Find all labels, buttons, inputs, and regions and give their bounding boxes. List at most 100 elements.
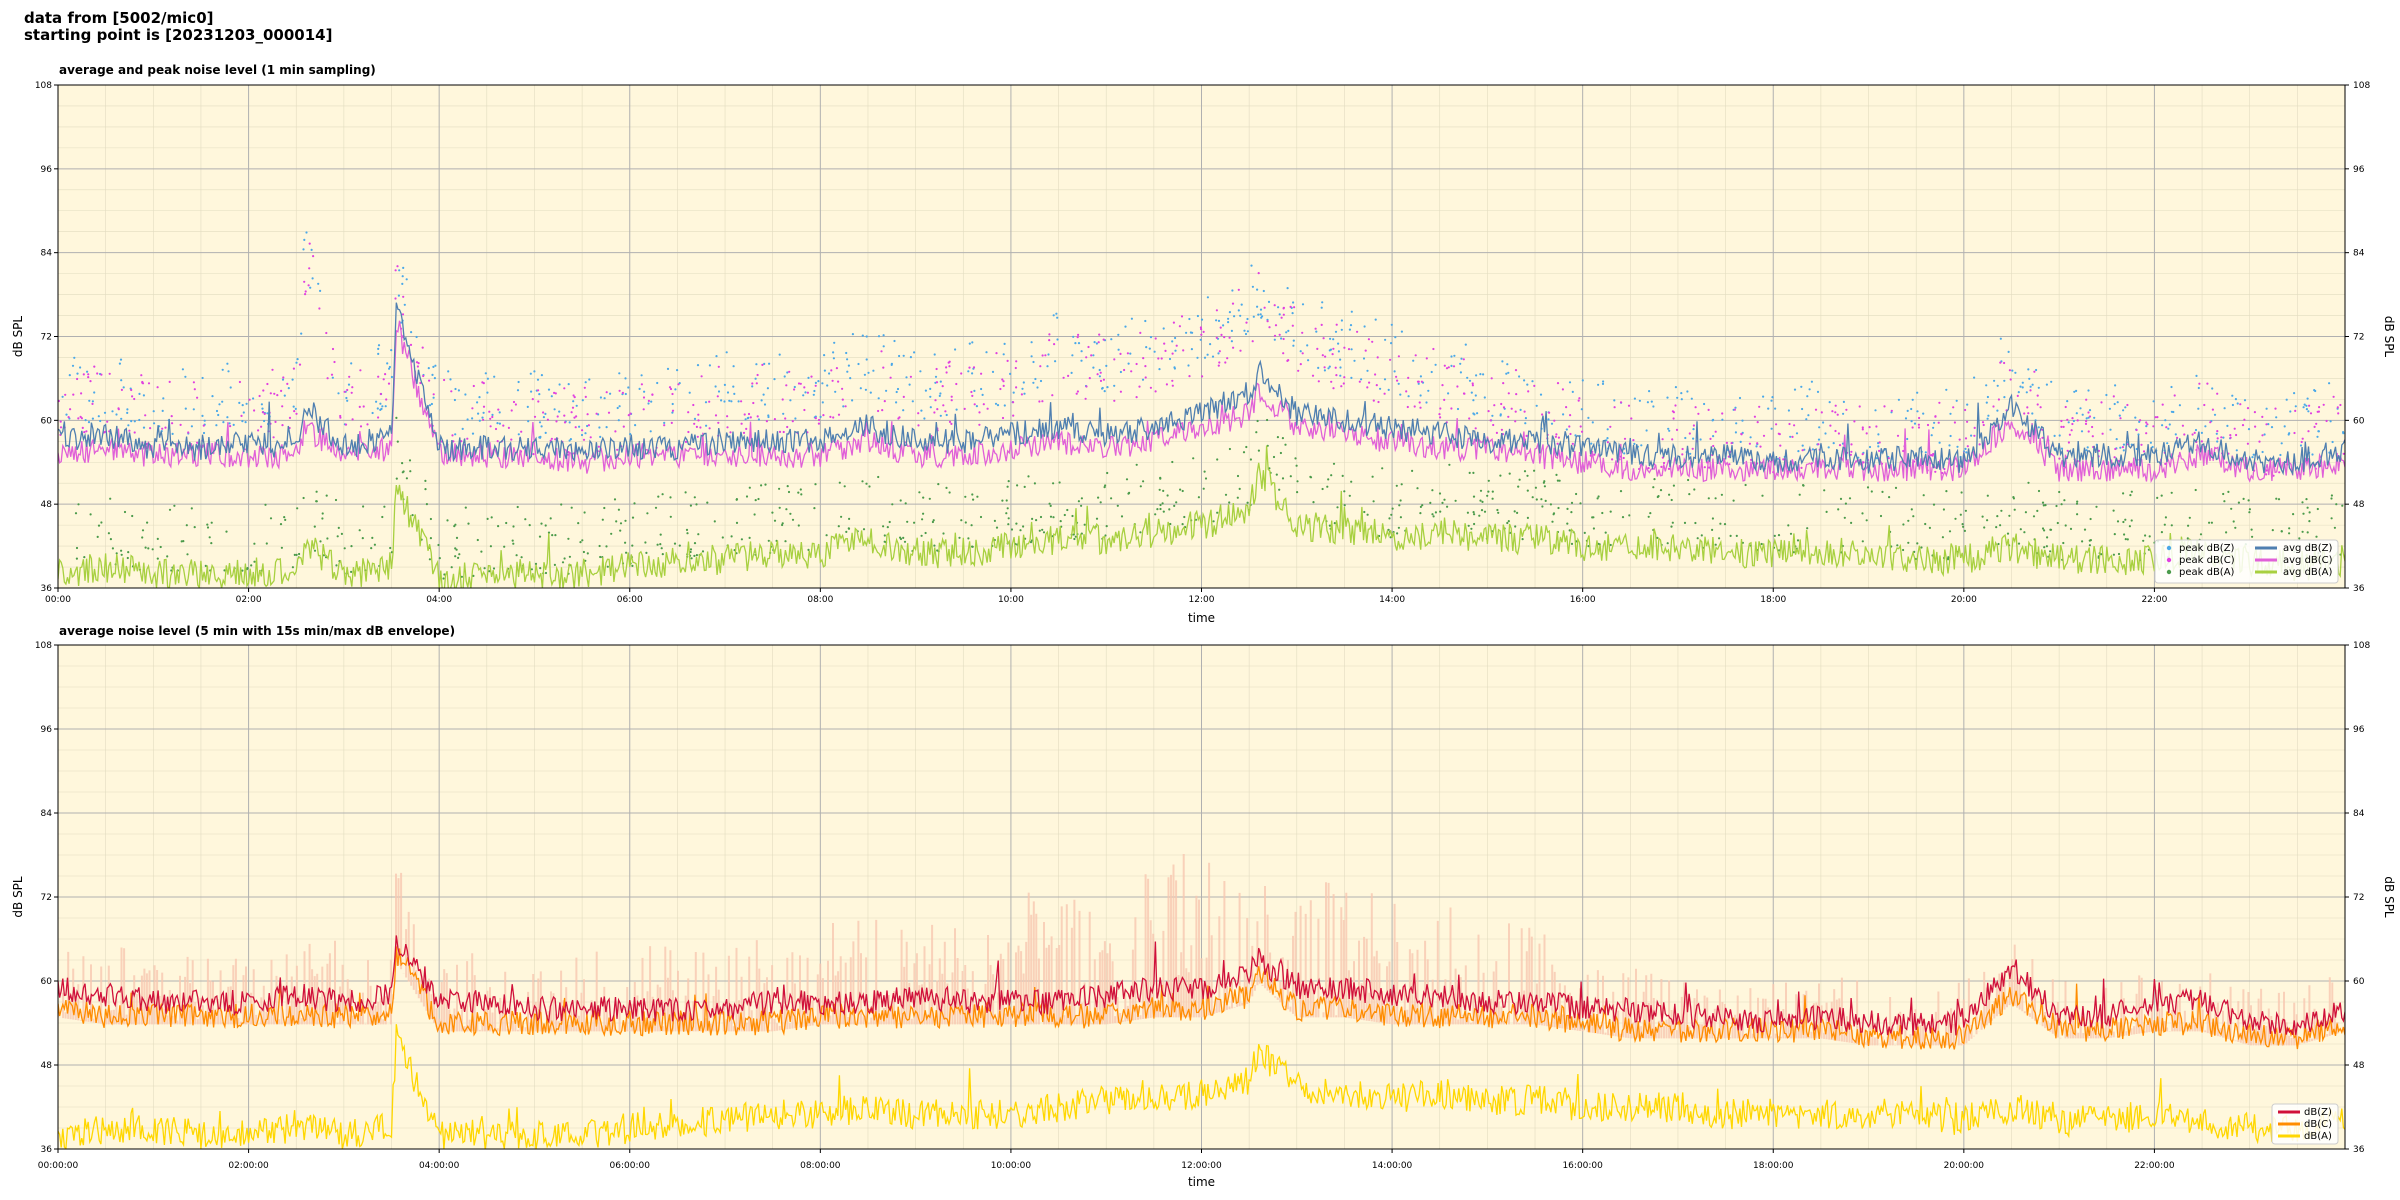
peak-point [1301, 303, 1305, 306]
peak-point [1256, 419, 1259, 423]
peak-point [442, 577, 445, 580]
peak-point [650, 400, 653, 403]
peak-point [2095, 505, 2098, 508]
peak-point [819, 415, 822, 418]
peak-point [2071, 417, 2074, 420]
peak-point [1042, 531, 1046, 534]
peak-point [1986, 417, 1989, 420]
peak-point [296, 507, 299, 510]
peak-point [437, 543, 440, 547]
peak-point [2243, 399, 2247, 402]
y-tick-label-right: 72 [2353, 333, 2364, 343]
peak-point [785, 384, 788, 387]
peak-point [2122, 449, 2125, 452]
peak-point [302, 248, 305, 251]
peak-point [1400, 330, 1403, 333]
peak-point [538, 535, 542, 538]
peak-point [1172, 321, 1175, 324]
peak-point [767, 414, 770, 417]
peak-point [2313, 425, 2316, 428]
peak-point [2126, 538, 2129, 541]
peak-point [1077, 333, 1080, 336]
peak-point [1295, 464, 1298, 467]
peak-point [1218, 350, 1221, 353]
peak-point [1472, 495, 1476, 498]
plot-frame [57, 84, 2346, 589]
peak-point [643, 390, 646, 393]
x-tick-label: 16:00:00 [1562, 1161, 1603, 1171]
peak-point [715, 355, 718, 358]
peak-point [1633, 442, 1636, 445]
peak-point [2307, 410, 2310, 413]
peak-point [244, 421, 247, 424]
peak-point [377, 416, 380, 419]
peak-point [1159, 503, 1162, 507]
peak-point [1883, 405, 1886, 408]
peak-point [687, 430, 690, 434]
peak-point [1562, 413, 1565, 416]
peak-point [603, 506, 606, 510]
peak-point [1190, 348, 1193, 351]
peak-point [1542, 481, 1545, 484]
peak-point [1894, 486, 1898, 489]
peak-point [1022, 525, 1025, 528]
peak-point [120, 388, 123, 391]
peak-point [1301, 352, 1304, 355]
peak-point [670, 421, 673, 424]
peak-point [1092, 366, 1095, 369]
peak-point [1261, 315, 1264, 318]
peak-point [929, 387, 932, 390]
peak-point [265, 542, 268, 545]
peak-point [1740, 432, 1743, 436]
peak-point [272, 436, 275, 439]
peak-point [756, 415, 759, 418]
peak-point [187, 431, 190, 434]
peak-point [1714, 497, 1717, 500]
peak-point [1982, 423, 1985, 427]
peak-point [697, 419, 700, 422]
peak-point [2023, 531, 2026, 534]
peak-point [807, 548, 810, 552]
peak-point [1570, 501, 1574, 504]
peak-point [954, 348, 957, 351]
peak-point [939, 392, 942, 395]
peak-point [1212, 520, 1215, 523]
peak-point [761, 363, 764, 366]
peak-point [85, 430, 88, 433]
peak-point [800, 493, 803, 496]
peak-point [377, 375, 380, 378]
peak-point [803, 386, 806, 389]
peak-point [2000, 509, 2003, 512]
peak-point [1531, 496, 1534, 499]
peak-point [888, 520, 891, 524]
peak-point [1770, 399, 1773, 402]
peak-point [1427, 389, 1430, 392]
peak-point [1395, 484, 1398, 487]
peak-point [1506, 521, 1509, 525]
peak-point [1793, 388, 1797, 391]
peak-point [865, 335, 868, 338]
peak-point [773, 519, 777, 522]
peak-point [2265, 407, 2268, 410]
peak-point [554, 534, 557, 537]
peak-point [2067, 441, 2070, 444]
peak-point [913, 521, 916, 524]
peak-point [295, 553, 298, 557]
peak-point [996, 404, 1000, 407]
y-tick-label-right: 48 [2353, 500, 2365, 510]
peak-point [606, 565, 609, 568]
peak-point [2209, 421, 2212, 424]
peak-point [1749, 436, 1752, 439]
peak-point [489, 417, 492, 420]
peak-point [2043, 546, 2046, 549]
peak-point [804, 391, 807, 394]
peak-point [895, 390, 898, 394]
peak-point [1291, 324, 1294, 327]
peak-point [1831, 410, 1834, 413]
peak-point [130, 420, 133, 423]
peak-point [1659, 489, 1663, 492]
y-tick-label: 48 [41, 500, 53, 510]
peak-point [2311, 453, 2314, 456]
peak-point [1730, 442, 1733, 445]
peak-point [859, 387, 862, 390]
